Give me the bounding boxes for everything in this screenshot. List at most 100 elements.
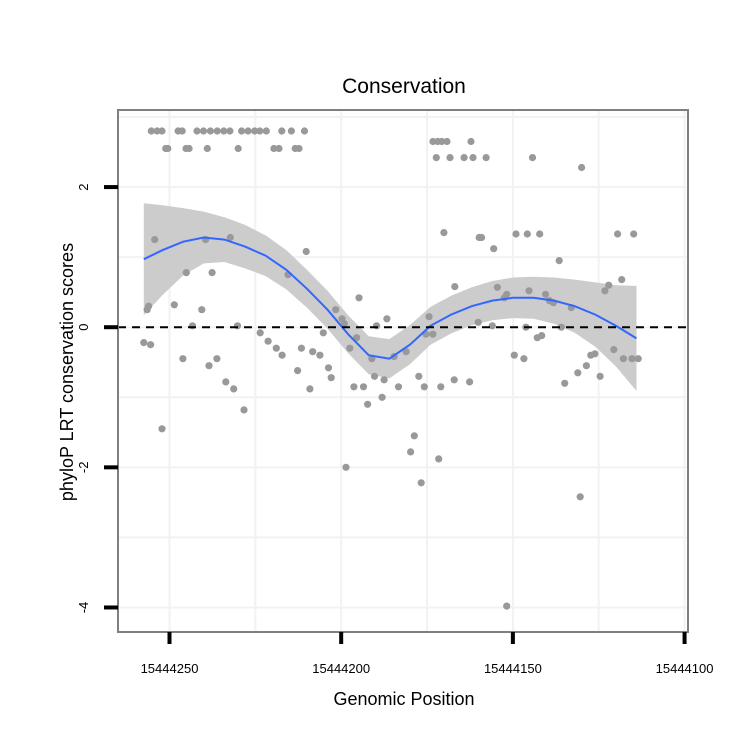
x-tick-label: 15444250: [141, 661, 199, 676]
data-point: [309, 348, 317, 356]
data-point: [578, 163, 586, 172]
data-point: [240, 406, 248, 414]
data-point: [528, 154, 537, 162]
data-point: [596, 372, 604, 380]
data-point: [272, 344, 280, 352]
data-point: [605, 281, 613, 289]
data-point: [420, 383, 428, 391]
data-point: [493, 283, 501, 291]
data-point: [147, 341, 155, 349]
data-point: [469, 154, 477, 162]
data-point: [353, 334, 361, 342]
data-point: [342, 463, 350, 471]
data-point: [262, 127, 270, 135]
data-point: [205, 362, 213, 370]
data-point: [415, 372, 423, 380]
data-point: [208, 269, 216, 277]
data-point: [619, 355, 628, 363]
data-point: [410, 432, 418, 440]
data-point: [300, 127, 309, 135]
data-point: [199, 127, 208, 135]
data-point: [510, 351, 518, 359]
data-point: [193, 127, 201, 135]
data-point: [378, 393, 386, 401]
data-point: [220, 127, 228, 135]
data-point: [324, 364, 333, 372]
data-point: [275, 144, 283, 153]
data-point: [525, 287, 533, 295]
data-point: [561, 379, 569, 387]
data-point: [147, 127, 155, 135]
data-point: [158, 425, 166, 433]
data-point: [512, 230, 520, 238]
data-point: [151, 236, 159, 244]
data-point: [226, 233, 234, 242]
data-point: [306, 385, 314, 393]
data-point: [238, 127, 246, 135]
data-point: [140, 339, 148, 347]
data-point: [446, 154, 454, 162]
data-point: [198, 306, 206, 314]
data-point: [182, 269, 190, 277]
data-point: [251, 127, 259, 135]
data-point: [634, 355, 642, 363]
data-point: [230, 385, 238, 393]
data-point: [618, 276, 626, 284]
data-point: [179, 355, 187, 363]
data-point: [614, 230, 622, 238]
data-point: [233, 322, 242, 330]
data-point: [490, 245, 498, 253]
data-point: [582, 362, 591, 370]
data-point: [601, 287, 609, 295]
data-point: [164, 144, 172, 153]
data-point: [295, 144, 303, 153]
data-point: [355, 294, 363, 302]
data-point: [628, 355, 636, 363]
data-point: [380, 376, 388, 384]
data-point: [346, 344, 354, 352]
data-point: [178, 127, 186, 135]
data-point: [294, 367, 302, 375]
data-point: [425, 313, 433, 321]
grid-lines: [118, 110, 688, 632]
data-point: [555, 257, 563, 265]
data-point: [460, 154, 468, 162]
data-point: [450, 376, 458, 384]
data-point: [437, 383, 445, 391]
x-tick-label: 15444200: [312, 661, 370, 676]
data-point: [520, 355, 528, 363]
data-point: [417, 479, 425, 487]
data-point: [170, 301, 178, 309]
data-point: [523, 230, 531, 238]
data-point: [443, 137, 451, 146]
y-axis: -4 -2 0 2: [76, 183, 118, 613]
data-point: [359, 383, 368, 391]
data-point: [203, 144, 211, 153]
data-point: [316, 351, 324, 359]
data-point: [145, 302, 153, 310]
smooth-line-group: [143, 236, 638, 360]
data-point: [256, 127, 264, 135]
confidence-band-group: [143, 203, 637, 391]
y-tick-label: -4: [76, 602, 91, 614]
data-point: [370, 372, 379, 380]
x-axis-title: Genomic Position: [333, 689, 474, 709]
data-point: [482, 154, 490, 162]
data-point: [287, 127, 295, 135]
data-point: [610, 346, 618, 354]
data-point: [574, 369, 582, 377]
data-point: [429, 330, 437, 338]
data-point: [297, 344, 305, 352]
data-point: [536, 230, 544, 238]
data-point: [394, 383, 403, 391]
data-point: [340, 320, 348, 328]
data-point: [438, 137, 446, 146]
data-point: [402, 348, 410, 356]
scatter-points: [140, 127, 642, 610]
data-point: [467, 137, 475, 146]
data-point: [440, 229, 448, 237]
data-point: [383, 315, 391, 323]
data-point: [557, 323, 565, 331]
y-axis-title: phyloP LRT conservation scores: [57, 243, 77, 501]
data-point: [503, 602, 511, 610]
